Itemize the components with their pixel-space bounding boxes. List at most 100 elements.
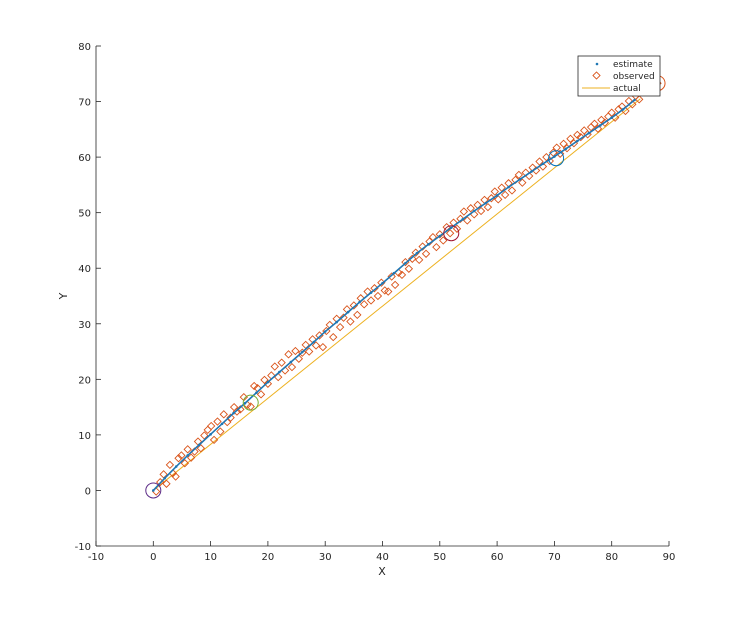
estimate-point (484, 201, 487, 205)
estimate-point (209, 433, 212, 436)
observed-point (404, 264, 414, 273)
observed-point (480, 195, 489, 205)
x-tick-label: 20 (262, 552, 275, 563)
legend-box (577, 55, 661, 97)
observed-point (329, 332, 338, 342)
observed-point (353, 310, 362, 320)
observed-point (552, 143, 561, 152)
observed-series (151, 79, 662, 496)
observed-point (566, 134, 575, 143)
actual-series (152, 98, 641, 491)
observed-point (196, 444, 206, 453)
legend-estimate-label: estimate (613, 60, 653, 70)
estimate-point (289, 360, 293, 364)
observed-point (370, 284, 379, 293)
estimate-point (323, 330, 327, 333)
estimate-point (163, 476, 167, 480)
estimate-point (553, 155, 556, 158)
legend-observed-label: observed (613, 72, 655, 82)
observed-point (580, 126, 589, 135)
estimate-point (392, 271, 396, 275)
observed-point (209, 435, 219, 445)
estimate-point (576, 139, 579, 143)
observed-point (200, 431, 209, 440)
observed-point (165, 460, 175, 470)
observed-point (635, 95, 644, 104)
observed-point (497, 183, 506, 192)
x-tick-label: 0 (150, 552, 156, 563)
estimate-series (152, 98, 636, 492)
observed-point (263, 379, 273, 388)
observed-point (304, 347, 314, 356)
observed-point (421, 249, 431, 258)
observed-point (339, 313, 348, 322)
estimate-point (587, 131, 591, 135)
estimate-point (278, 370, 281, 374)
y-tick-label: 20 (78, 375, 91, 386)
estimate-point (381, 281, 384, 285)
y-tick-label: 80 (78, 42, 91, 53)
y-tick-label: -10 (75, 542, 91, 553)
observed-point (171, 472, 180, 481)
estimate-point (404, 261, 407, 265)
estimate-point (243, 401, 247, 405)
estimate-point (461, 218, 465, 221)
observed-point (459, 207, 469, 216)
estimate-point (220, 422, 224, 426)
x-tick-label: 40 (376, 552, 389, 563)
observed-point (432, 242, 441, 252)
observed-point (180, 459, 189, 468)
observed-point (349, 301, 359, 310)
estimate-point (197, 443, 201, 447)
observed-point (311, 341, 321, 350)
estimate-point (495, 194, 499, 197)
observed-point (463, 216, 472, 225)
estimate-point (598, 124, 602, 127)
observed-point (494, 195, 503, 204)
observed-point (384, 287, 393, 296)
estimate-point (427, 243, 430, 246)
legend-observed-marker (592, 71, 601, 80)
legend-actual-label: actual (613, 84, 641, 94)
observed-point (346, 317, 355, 326)
observed-point (287, 362, 297, 372)
observed-point (186, 453, 196, 462)
observed-point (159, 470, 168, 479)
observed-point (415, 255, 424, 265)
observed-point (270, 362, 279, 371)
estimate-point (610, 116, 613, 119)
observed-point (359, 300, 369, 309)
observed-point (216, 427, 225, 436)
observed-point (284, 350, 293, 359)
estimate-point (449, 226, 453, 229)
observed-point (236, 405, 245, 414)
observed-point (377, 278, 386, 287)
y-tick-label: 50 (78, 209, 91, 220)
x-tick-label: -10 (88, 552, 104, 563)
estimate-point (564, 147, 568, 151)
observed-point (576, 132, 585, 142)
observed-point (439, 236, 448, 245)
estimate-point (541, 162, 545, 166)
observed-point (335, 322, 345, 332)
observed-point (318, 342, 328, 352)
observed-point (573, 130, 582, 140)
observed-point (435, 230, 444, 239)
observed-point (593, 124, 603, 133)
x-tick-label: 10 (204, 552, 217, 563)
circle-marker (242, 394, 259, 411)
observed-point (514, 170, 524, 180)
estimate-point (186, 454, 189, 457)
estimate-point (438, 234, 442, 238)
observed-point (445, 229, 455, 238)
estimate-point (346, 310, 350, 314)
observed-point (232, 407, 242, 416)
y-tick-label: 10 (78, 431, 91, 442)
x-tick-label: 80 (605, 552, 618, 563)
observed-point (411, 248, 420, 257)
observed-point (174, 454, 183, 463)
observed-point (177, 451, 186, 460)
estimate-point (621, 108, 625, 111)
x-tick-label: 60 (491, 552, 504, 563)
